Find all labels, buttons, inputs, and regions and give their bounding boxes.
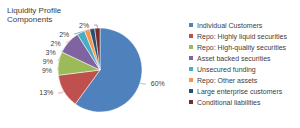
svg-text:Repo: High-quality securities: Repo: High-quality securities: [197, 44, 287, 52]
svg-text:9%: 9%: [43, 58, 53, 65]
svg-text:Liquidity Profile: Liquidity Profile: [7, 6, 63, 15]
svg-text:2%: 2%: [79, 22, 89, 29]
svg-text:2%: 2%: [51, 40, 61, 47]
svg-text:Repo: Other assets: Repo: Other assets: [197, 77, 258, 85]
svg-text:2%: 2%: [59, 31, 69, 38]
svg-text:Asset backed securities: Asset backed securities: [197, 55, 271, 62]
svg-text:60%: 60%: [151, 80, 165, 87]
svg-text:Unsecured funding: Unsecured funding: [197, 66, 256, 74]
svg-text:Components: Components: [7, 15, 52, 24]
svg-text:Large enterprise customers: Large enterprise customers: [197, 88, 283, 96]
svg-text:3%: 3%: [45, 49, 55, 56]
svg-text:9%: 9%: [42, 67, 52, 74]
svg-text:13%: 13%: [39, 89, 53, 96]
svg-text:Conditional liabilities: Conditional liabilities: [197, 99, 261, 106]
svg-text:Repo: Highly liquid securities: Repo: Highly liquid securities: [197, 33, 287, 41]
svg-text:Individual Customers: Individual Customers: [197, 22, 263, 29]
